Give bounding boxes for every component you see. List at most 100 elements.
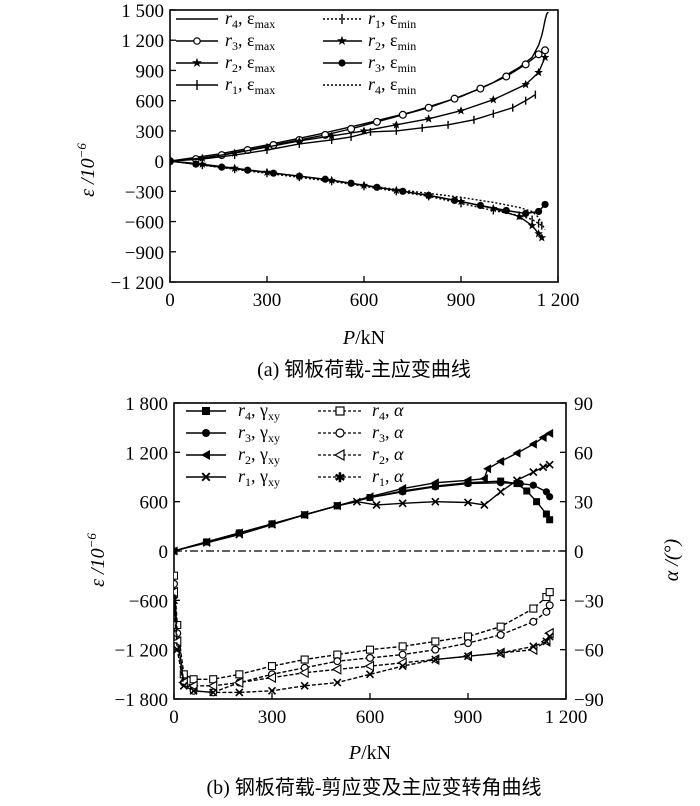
chart-a-series-1-point: [347, 124, 356, 133]
chart-b-series-4-point: [179, 670, 188, 679]
chart-b-series-7-point: [542, 637, 551, 646]
y2-tick-label: −60: [574, 641, 604, 662]
y-tick-label: 1 500: [121, 1, 164, 22]
chart-a-series-2-point: [521, 80, 530, 89]
chart-b-series-5-point: [545, 601, 554, 610]
y-tick-label: −600: [125, 213, 164, 234]
chart-b-series-7-point: [529, 642, 538, 651]
chart-b-series-3-point: [431, 497, 440, 506]
legend-a-r4-min: r4, εmin: [368, 74, 416, 97]
chart-b-series-4-point: [333, 650, 342, 659]
chart-b-series-5-point: [366, 653, 375, 662]
chart-b-series-4-point: [300, 655, 309, 664]
chart-b-series-3-point: [352, 497, 361, 506]
chart-b-series-3-point: [372, 500, 381, 510]
chart-b-series-4-point: [267, 662, 277, 671]
chart-b-y2-axis: 90 60 30 0 −30 −60 −90: [560, 394, 604, 711]
chart-b-series-5-point: [398, 650, 407, 659]
chart-a-series-5-point: [527, 221, 537, 230]
svg-text:★: ★: [336, 33, 348, 48]
chart-b-series-2-point: [398, 484, 407, 494]
chart-b-series-3-point: [267, 520, 277, 529]
chart-b-series-2-point: [512, 448, 521, 458]
chart-a-series-2-point: [327, 131, 336, 140]
x-tick-label: 300: [258, 707, 287, 728]
chart-b-series-7-point: [179, 681, 188, 690]
chart-b-series-4-line: [174, 575, 551, 680]
chart-a-series-6-point: [502, 206, 510, 215]
chart-a-series-6-point: [269, 169, 278, 177]
chart-a-series-4-line: [170, 160, 543, 227]
chart-b-series-7-point: [174, 645, 182, 654]
y-tick-label: 600: [140, 493, 169, 514]
chart-b-series-2-point: [545, 428, 554, 438]
chart-a-series-5-point: [534, 229, 543, 238]
chart-b-series-3-point: [398, 499, 407, 508]
svg-text:✱: ✱: [335, 470, 346, 485]
chart-b-series-7-point: [235, 688, 244, 697]
chart-b-series-4-point: [463, 632, 473, 641]
y-tick-label: −300: [125, 182, 164, 203]
chart-a-series-1-point: [372, 117, 381, 126]
chart-a-series-6-point: [399, 187, 407, 195]
chart-a-series-2-point: [540, 52, 550, 62]
x-tick-label: 600: [350, 290, 379, 311]
chart-b-series-5-point: [464, 639, 473, 648]
chart-b-series-2-line: [174, 432, 551, 552]
chart-b-series-4-point: [529, 604, 538, 613]
chart-b-series-0-point: [533, 498, 541, 506]
chart-b-series-3-point: [202, 538, 211, 547]
chart-b-series-4-point: [496, 622, 505, 631]
y-tick-label: 1 800: [125, 394, 168, 415]
chart-a: 0 300 600 900 1 200 1 500 1 200 900 600 300 0 −300…: [74, 1, 579, 381]
x-tick-label: 0: [169, 707, 179, 728]
chart-a-series-1-point: [541, 46, 550, 55]
chart-b-series-7-point: [300, 681, 309, 690]
x-tick-label: 0: [165, 290, 175, 311]
chart-a-series-1-point: [502, 72, 511, 81]
chart-b-y-axis-label: ε /10−6: [84, 533, 109, 587]
chart-b-series-6-point: [174, 586, 179, 598]
chart-b-series-5-point: [333, 657, 342, 666]
chart-b-series-0-point: [546, 516, 554, 524]
chart-b-series-6-point: [207, 680, 218, 692]
legend-a-r1-min: r1, εmin: [368, 8, 416, 31]
y-tick-label: −1 800: [115, 690, 168, 711]
chart-b-series-4-point: [365, 645, 375, 654]
chart-a-series-6-point: [535, 207, 543, 216]
chart-b-series-4-point: [235, 670, 244, 679]
chart-b-legend: r4, γxy r3, γxy r2, γxy ✕ r1, γxy r4, α …: [186, 400, 404, 489]
y2-tick-label: −30: [574, 591, 604, 612]
chart-b-series-3-point: [545, 460, 554, 469]
chart-b-y-axis: 1 800 1 200 600 0 −600 −1 200 −1 800: [115, 394, 180, 711]
y-tick-label: 0: [159, 542, 169, 563]
chart-a-series-1-point: [398, 110, 407, 119]
y2-tick-label: 60: [574, 443, 593, 464]
chart-b-series-3-line: [174, 464, 550, 552]
legend-b-r2-gamma: r2, γxy: [238, 444, 280, 467]
chart-b-series-6-point: [364, 660, 375, 672]
chart-a-series-6-point: [321, 175, 329, 183]
chart-b-series-6-point: [299, 667, 309, 679]
chart-b-series-7-point: [267, 686, 277, 695]
y-tick-label: 0: [155, 152, 165, 173]
legend-a-r3-max: r3, εmax: [225, 30, 275, 53]
chart-a-series-6-point: [347, 179, 355, 187]
chart-b-series-0-line: [174, 480, 551, 552]
legend-a-r3-min: r3, εmin: [368, 52, 416, 75]
chart-a-series-1-point: [534, 50, 543, 59]
y-tick-label: −900: [125, 243, 164, 264]
chart-a-series-1-point: [450, 94, 459, 103]
chart-a-series-2-line: [170, 57, 546, 162]
x-tick-label: 900: [447, 290, 476, 311]
chart-b-series-1-point: [529, 481, 537, 489]
legend-b-r3-alpha: r3, α: [372, 422, 404, 445]
y-tick-label: 900: [136, 61, 165, 82]
chart-a-x-axis: 0 300 600 900 1 200: [165, 276, 579, 311]
svg-text:★: ★: [191, 55, 203, 70]
chart-a-series-6-point: [295, 172, 303, 180]
chart-a-y-axis-label: ε /10−6: [74, 143, 99, 197]
chart-b-series-5-point: [529, 617, 538, 626]
